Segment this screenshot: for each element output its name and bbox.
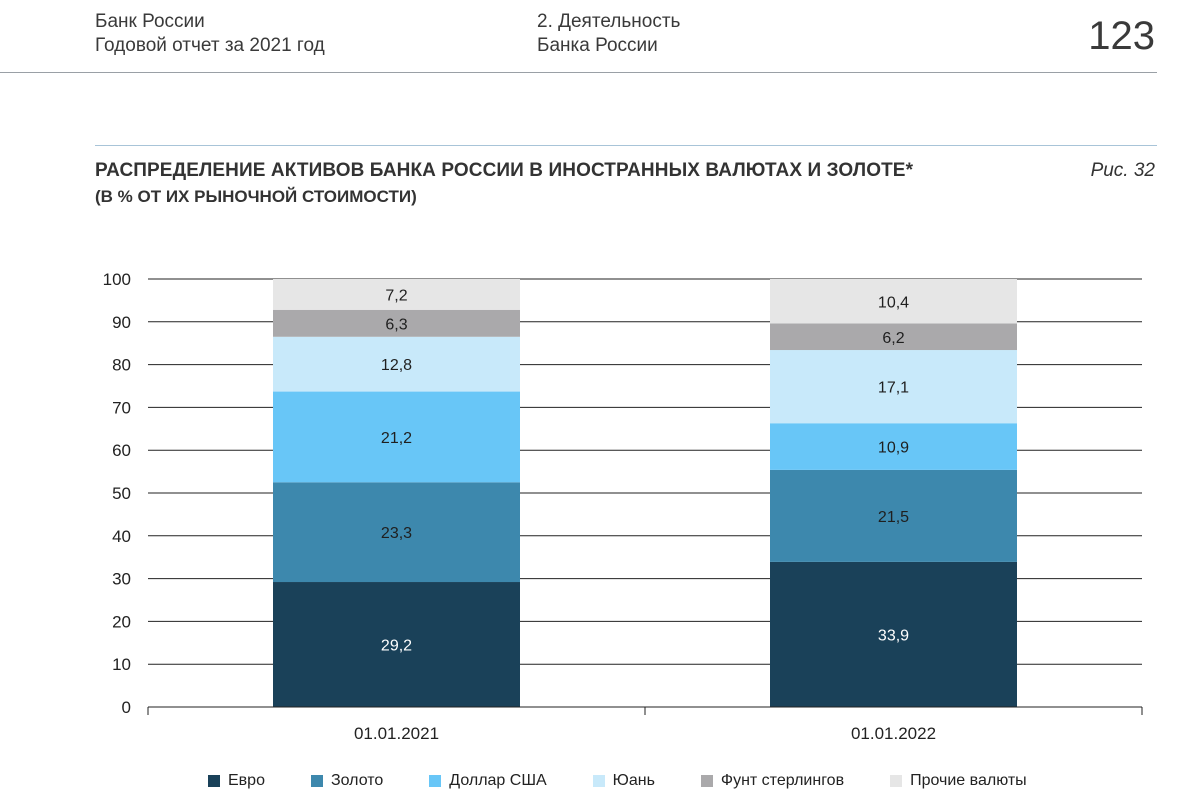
- data-label: 12,8: [381, 357, 412, 374]
- legend-label: Юань: [612, 772, 655, 789]
- legend-swatch: [890, 775, 903, 787]
- data-label: 21,5: [878, 509, 909, 526]
- chart-legend: Евро Золото Доллар США Юань Фунт стерлингов П…: [208, 772, 1073, 790]
- legend-item: Юань: [592, 772, 655, 790]
- legend-swatch: [310, 775, 323, 787]
- legend-item: Фунт стерлингов: [700, 772, 845, 790]
- data-label: 21,2: [381, 430, 412, 447]
- header-org-name: Банк России: [95, 11, 205, 32]
- legend-swatch: [592, 775, 605, 787]
- y-tick-label: 50: [112, 484, 131, 503]
- bar-segment: [770, 323, 1017, 351]
- data-label: 6,2: [882, 330, 904, 347]
- header-org: Банк России Годовой отчет за 2021 год: [95, 10, 325, 58]
- header-section-line1: 2. Деятельность: [537, 11, 681, 32]
- header-report-title: Годовой отчет за 2021 год: [95, 35, 325, 56]
- bar-segment: [770, 469, 1017, 562]
- y-tick-label: 10: [112, 655, 131, 674]
- y-tick-label: 70: [112, 398, 131, 417]
- bar-segment: [770, 279, 1017, 324]
- legend-swatch: [429, 775, 442, 787]
- legend-item: Золото: [310, 772, 384, 790]
- legend-label: Золото: [330, 772, 384, 789]
- data-label: 10,4: [878, 294, 909, 311]
- legend-label: Евро: [228, 772, 265, 789]
- legend-swatch: [208, 775, 220, 787]
- y-tick-label: 100: [103, 270, 131, 289]
- y-tick-label: 0: [122, 698, 131, 717]
- bar-segment: [273, 391, 520, 483]
- data-label: 23,3: [381, 525, 412, 542]
- data-label: 29,2: [381, 638, 412, 655]
- y-tick-label: 40: [112, 527, 131, 546]
- x-tick-label: 01.01.2022: [851, 724, 936, 743]
- bar-segment: [273, 582, 520, 707]
- bar-segment: [273, 482, 520, 583]
- legend-swatch: [700, 775, 713, 787]
- header-section-line2: Банка России: [537, 35, 658, 56]
- data-label: 10,9: [878, 440, 909, 457]
- header-section: 2. Деятельность Банка России: [537, 10, 680, 58]
- bar-segment: [273, 279, 520, 310]
- data-label: 7,2: [385, 287, 407, 304]
- x-tick-label: 01.01.2021: [354, 724, 439, 743]
- data-label: 17,1: [878, 380, 909, 397]
- legend-label: Доллар США: [449, 772, 547, 789]
- y-tick-label: 20: [112, 612, 131, 631]
- bar-segment: [273, 336, 520, 392]
- bar-segment: [770, 423, 1017, 470]
- bar-segment: [273, 309, 520, 337]
- figure-label: Рис. 32: [1090, 160, 1155, 181]
- y-tick-label: 90: [112, 313, 131, 332]
- header-divider: [0, 72, 1157, 73]
- title-divider: [95, 145, 1157, 146]
- legend-item: Евро: [208, 772, 265, 790]
- legend-item: Прочие валюты: [890, 772, 1027, 790]
- y-tick-label: 60: [112, 441, 131, 460]
- legend-label: Фунт стерлингов: [720, 772, 845, 789]
- page-number: 123: [1088, 14, 1155, 58]
- bar-segment: [770, 561, 1017, 707]
- chart-title: РАСПРЕДЕЛЕНИЕ АКТИВОВ БАНКА РОССИИ В ИНО…: [95, 160, 914, 181]
- chart-subtitle: (В % ОТ ИХ РЫНОЧНОЙ СТОИМОСТИ): [95, 187, 417, 206]
- legend-item: Доллар США: [429, 772, 547, 790]
- data-label: 33,9: [878, 627, 909, 644]
- y-tick-label: 80: [112, 356, 131, 375]
- y-tick-label: 30: [112, 570, 131, 589]
- bar-segment: [770, 350, 1017, 424]
- legend-label: Прочие валюты: [910, 772, 1027, 789]
- data-label: 6,3: [385, 316, 407, 333]
